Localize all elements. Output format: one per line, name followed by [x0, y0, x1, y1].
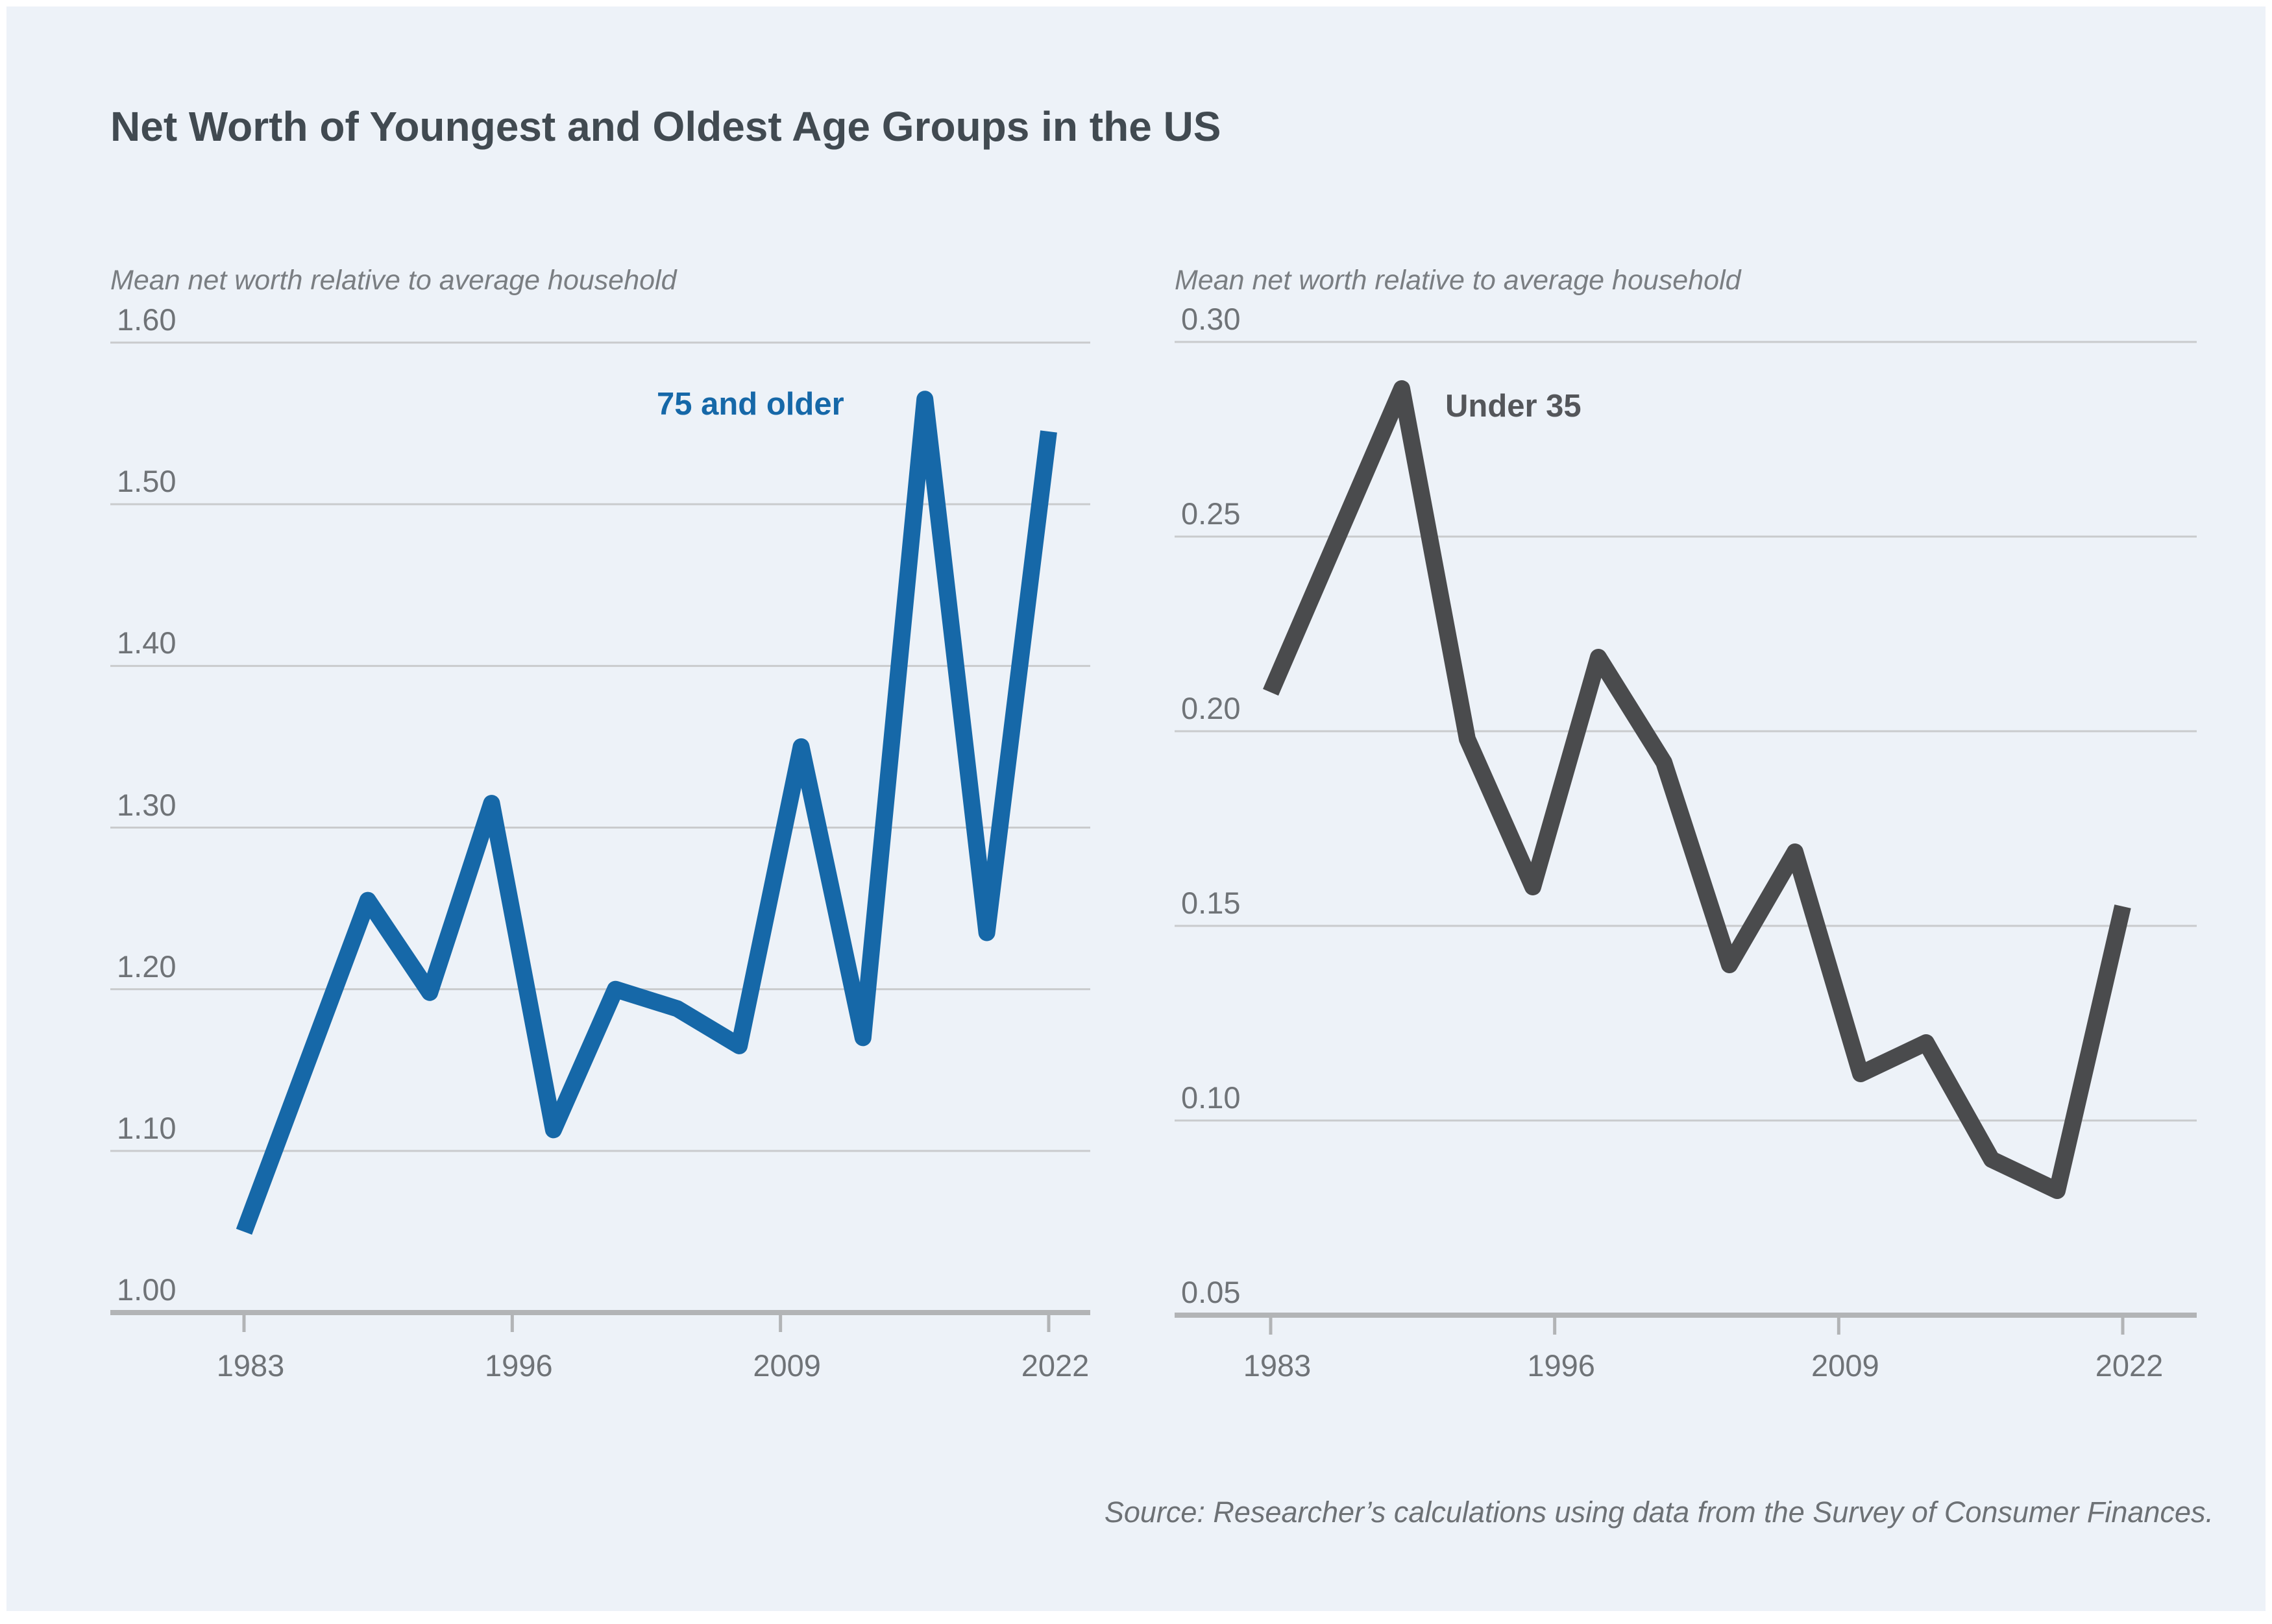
x-axis-tick-label: 2022	[2095, 1348, 2164, 1383]
x-axis-tick-label: 1983	[1243, 1348, 1312, 1383]
y-axis-tick-label: 1.60	[117, 302, 177, 337]
x-axis-tick-label: 2022	[1021, 1348, 1090, 1383]
y-axis-tick-label: 1.30	[117, 787, 177, 822]
source-note: Source: Researcher’s calculations using …	[1104, 1496, 2214, 1529]
y-axis-tick-label: 0.15	[1181, 886, 1241, 920]
chart-under-35	[1175, 341, 2197, 1335]
y-axis-tick-label: 0.05	[1181, 1275, 1241, 1309]
y-axis-tick-label: 0.25	[1181, 496, 1241, 531]
x-axis-tick-label: 1996	[1527, 1348, 1595, 1383]
line-series-under-35	[1263, 380, 2131, 1199]
y-axis-tick-label: 0.30	[1181, 302, 1241, 336]
y-axis-tick-label: 1.00	[117, 1272, 177, 1307]
x-axis-tick-label: 1983	[216, 1348, 285, 1383]
line-series-75-and-older	[236, 391, 1057, 1235]
y-axis-tick-label: 1.10	[117, 1110, 177, 1145]
x-axis-tick-label: 2009	[1811, 1348, 1879, 1383]
y-axis-tick-label: 1.20	[117, 949, 177, 984]
legend-under-35: Under 35	[1445, 389, 1582, 424]
page-title: Net Worth of Youngest and Oldest Age Gro…	[110, 103, 1221, 150]
y-axis-tick-label: 1.50	[117, 464, 177, 499]
y-axis-tick-label: 1.40	[117, 625, 177, 661]
x-axis-tick-label: 2009	[753, 1348, 821, 1383]
y-axis-tick-label: 0.10	[1181, 1080, 1241, 1115]
x-axis-tick-label: 1996	[485, 1348, 553, 1383]
legend-75-and-older: 75 and older	[657, 387, 844, 422]
y-axis-tick-label: 0.20	[1181, 691, 1241, 725]
y-axis-caption-right: Mean net worth relative to average house…	[1175, 265, 1741, 296]
figure-panel: Net Worth of Youngest and Oldest Age Gro…	[6, 6, 2266, 1611]
chart-75-and-older	[110, 341, 1090, 1332]
y-axis-caption-left: Mean net worth relative to average house…	[110, 265, 677, 296]
